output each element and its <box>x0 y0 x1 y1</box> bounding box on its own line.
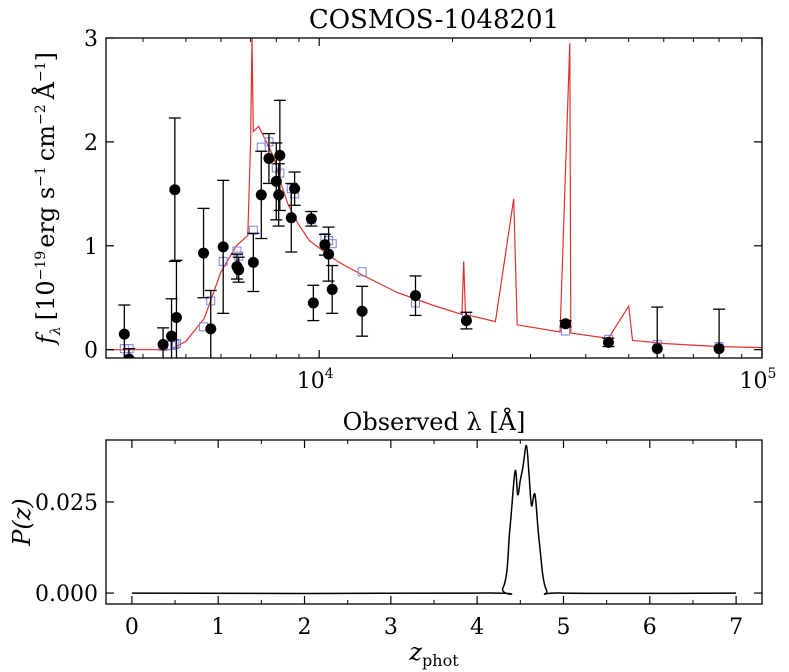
pz-y-tick-label-1: 0.025 <box>35 491 98 516</box>
observed-point-7 <box>204 289 217 358</box>
observed-point-16 <box>273 99 286 212</box>
observed-point-15 <box>272 163 285 227</box>
observed-marker-3 <box>166 330 178 342</box>
observed-marker-27 <box>560 318 572 330</box>
observed-point-23 <box>326 264 339 314</box>
pz-x-tick-label-5: 5 <box>556 615 570 640</box>
sed-panel: 104 105 0 1 2 3 Observed λ [Å] fλ[10−19erg s−… <box>31 27 776 436</box>
observed-marker-7 <box>205 323 217 335</box>
observed-marker-6 <box>198 247 210 259</box>
sed-x-tick-label-1: 105 <box>740 366 777 394</box>
observed-marker-30 <box>713 343 725 355</box>
observed-point-6 <box>197 207 210 299</box>
observed-marker-8 <box>217 241 229 253</box>
model-photometry-point-22 <box>357 267 367 277</box>
observed-marker-10 <box>233 264 245 276</box>
observed-point-5 <box>170 259 183 358</box>
sed-x-axis-label: Observed λ [Å] <box>343 407 526 436</box>
observed-point-4 <box>168 117 181 263</box>
observed-marker-21 <box>319 239 331 251</box>
observed-point-10 <box>232 256 245 283</box>
sed-y-tick-label-2: 2 <box>84 131 98 156</box>
observed-marker-29 <box>651 343 663 355</box>
observed-marker-15 <box>273 189 285 201</box>
sed-y-tick-label-3: 3 <box>84 27 98 52</box>
observed-marker-23 <box>326 283 338 295</box>
observed-marker-26 <box>460 315 472 327</box>
sed-axes-frame <box>105 37 763 359</box>
pz-x-tick-label-2: 2 <box>298 615 312 640</box>
sed-x-tick-label-0: 104 <box>297 366 334 394</box>
observed-marker-20 <box>307 297 319 309</box>
observed-point-11 <box>247 232 260 293</box>
pz-panel: 0 1 2 3 4 5 6 7 0.000 0.025 zphot P(z) <box>8 439 763 670</box>
observed-point-20 <box>307 284 320 322</box>
model-photometry-point-12 <box>256 142 266 152</box>
observed-point-22 <box>322 226 335 282</box>
pz-x-tick-label-4: 4 <box>470 615 484 640</box>
pz-x-tick-label-7: 7 <box>729 615 743 640</box>
observed-point-25 <box>409 275 422 317</box>
sed-y-tick-label-1: 1 <box>84 235 98 260</box>
pz-x-tick-label-1: 1 <box>211 615 225 640</box>
observed-point-12 <box>255 150 268 240</box>
observed-point-0 <box>118 304 131 358</box>
observed-marker-11 <box>247 256 259 268</box>
observed-point-26 <box>460 311 473 330</box>
observed-marker-1 <box>123 353 135 358</box>
observed-point-1 <box>123 347 136 358</box>
chart-title: COSMOS-1048201 <box>309 5 559 35</box>
model-spectrum-line <box>106 38 762 351</box>
sed-y-tick-label-0: 0 <box>84 339 98 364</box>
observed-point-27 <box>559 318 572 330</box>
pz-y-axis-label: P(z) <box>8 498 36 547</box>
observed-marker-5 <box>170 311 182 323</box>
pz-y-tick-label-0: 0.000 <box>35 582 98 607</box>
observed-point-24 <box>356 285 369 337</box>
observed-point-2 <box>157 327 170 358</box>
pz-curve <box>131 444 737 595</box>
observed-marker-18 <box>289 183 301 195</box>
observed-marker-0 <box>118 328 130 340</box>
observed-marker-22 <box>323 248 335 260</box>
observed-marker-13 <box>263 153 275 165</box>
observed-point-19 <box>305 210 318 227</box>
observed-marker-17 <box>285 212 297 224</box>
observed-marker-12 <box>255 189 267 201</box>
observed-point-28 <box>602 336 615 348</box>
pz-x-tick-label-0: 0 <box>125 615 139 640</box>
observed-marker-2 <box>157 338 169 350</box>
observed-point-17 <box>285 182 298 253</box>
observed-point-30 <box>713 308 726 358</box>
pz-x-tick-label-6: 6 <box>643 615 657 640</box>
observed-point-3 <box>165 298 178 358</box>
observed-marker-24 <box>356 305 368 317</box>
observed-point-18 <box>288 171 301 206</box>
pz-x-tick-label-3: 3 <box>384 615 398 640</box>
observed-point-8 <box>217 179 230 314</box>
observed-marker-4 <box>169 184 181 196</box>
pz-x-axis-label: zphot <box>408 638 459 670</box>
sed-y-axis-label: fλ[10−19erg s−1cm−2Å−1] <box>31 52 64 346</box>
observed-marker-28 <box>602 336 614 348</box>
pz-axes-frame <box>105 439 763 605</box>
observed-marker-25 <box>410 290 422 302</box>
observed-marker-16 <box>274 149 286 161</box>
observed-marker-19 <box>305 213 317 225</box>
observed-point-29 <box>651 306 664 358</box>
